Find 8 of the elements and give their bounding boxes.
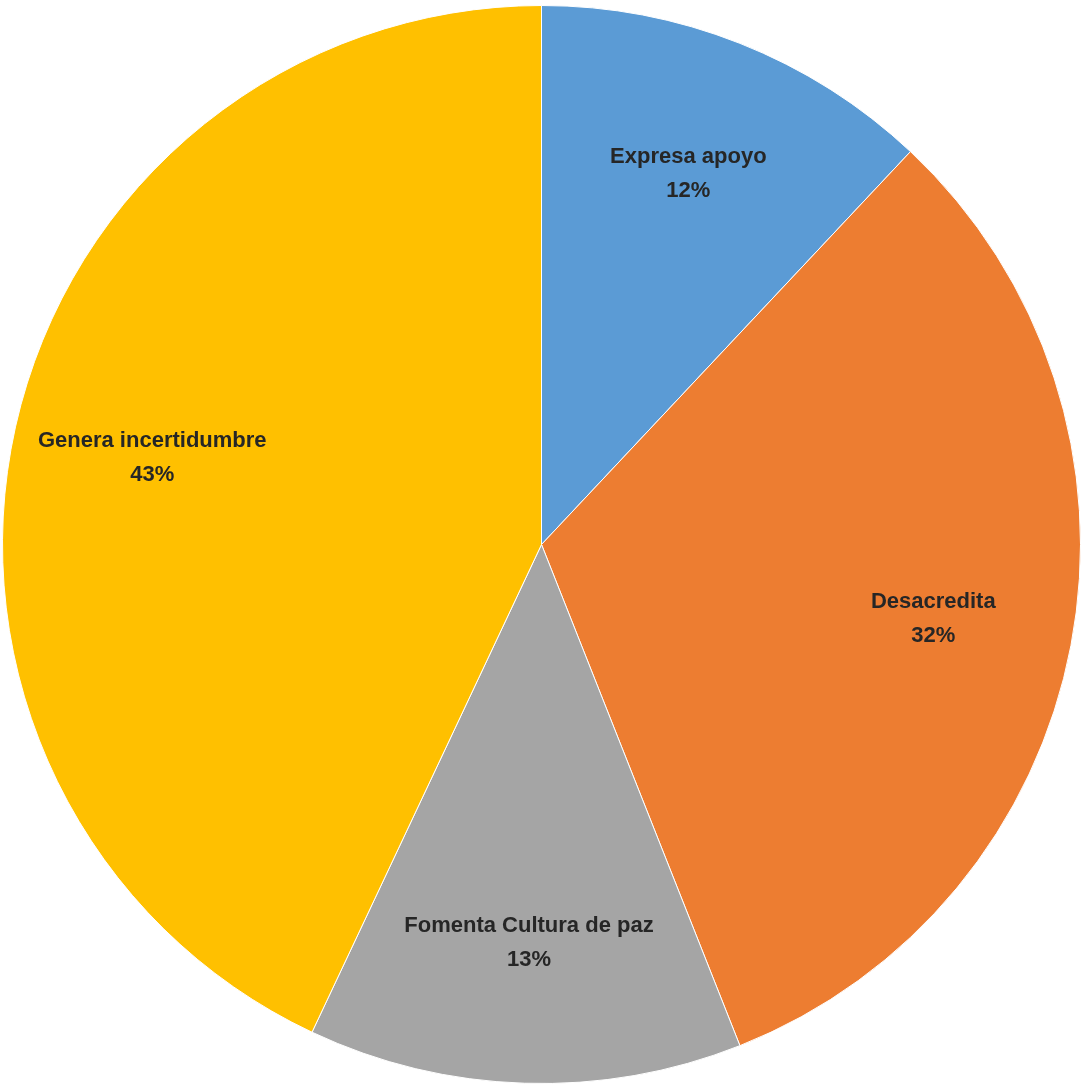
slice-label: Expresa apoyo: [610, 142, 767, 168]
slice-label: Desacredita: [870, 588, 997, 614]
data-label: 32%: [911, 622, 956, 648]
data-label: 13%: [506, 946, 551, 972]
slice-label: Genera incertidumbre: [37, 426, 267, 452]
data-label: 12%: [666, 176, 711, 202]
slice-label: Fomenta Cultura de paz: [404, 912, 654, 938]
data-label: 43%: [130, 460, 175, 486]
